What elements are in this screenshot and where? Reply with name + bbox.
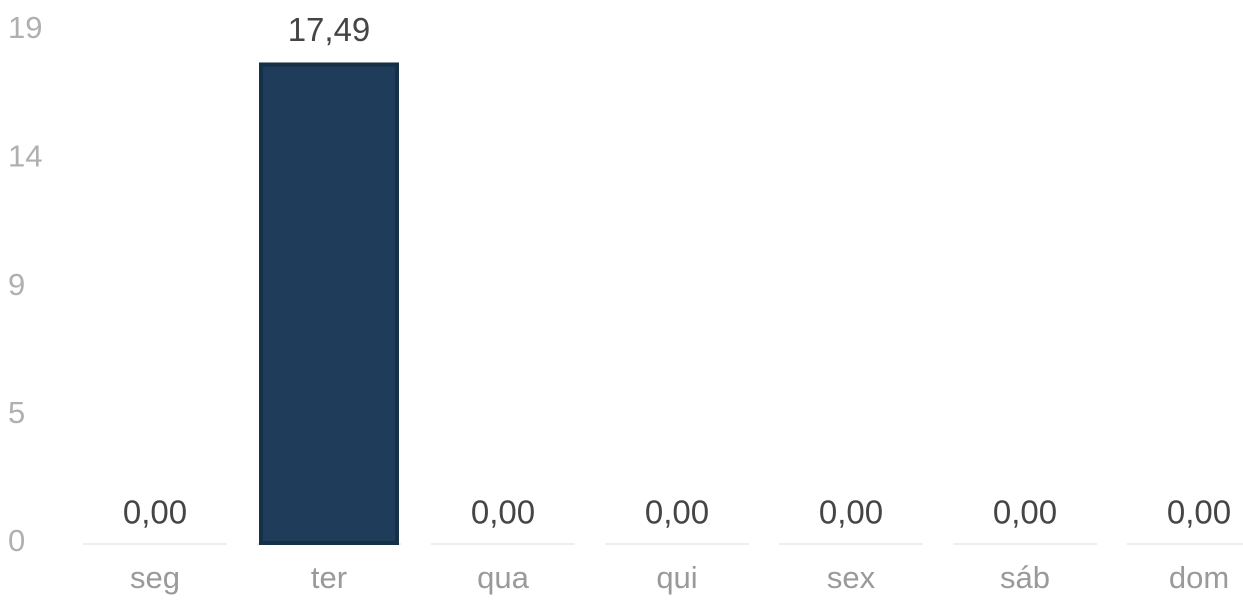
- value-label: 0,00: [819, 494, 883, 531]
- x-tick-label: qui: [656, 560, 697, 595]
- value-label: 0,00: [645, 494, 709, 531]
- x-tick-label: dom: [1169, 560, 1229, 595]
- bar: [259, 62, 399, 545]
- y-tick-label: 19: [8, 10, 42, 45]
- y-tick-label: 5: [8, 395, 25, 430]
- value-label: 0,00: [993, 494, 1057, 531]
- x-tick-label: sex: [827, 560, 876, 595]
- value-label: 0,00: [1167, 494, 1231, 531]
- x-tick-label: seg: [130, 560, 180, 595]
- value-label: 17,49: [288, 11, 371, 48]
- x-tick-label: qua: [477, 560, 529, 595]
- y-tick-label: 0: [8, 523, 25, 558]
- value-label: 0,00: [471, 494, 535, 531]
- y-tick-label: 9: [8, 267, 25, 302]
- y-tick-label: 14: [8, 139, 42, 174]
- x-tick-label: ter: [311, 560, 347, 595]
- x-tick-label: sáb: [1000, 560, 1050, 595]
- value-label: 0,00: [123, 494, 187, 531]
